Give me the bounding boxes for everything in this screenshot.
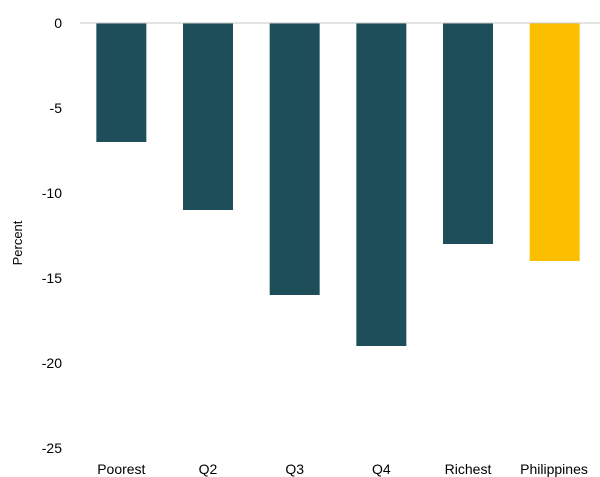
x-tick-label: Q3 — [285, 461, 304, 477]
bar-philippines — [529, 23, 580, 261]
x-tick-label: Philippines — [520, 461, 588, 477]
y-tick-label: -5 — [50, 100, 63, 116]
y-axis-title: Percent — [10, 220, 25, 265]
y-tick-label: -10 — [42, 185, 62, 201]
bar-richest — [443, 23, 493, 244]
x-tick-label: Richest — [445, 461, 492, 477]
y-axis-ticks: 0 -5 -10 -15 -20 -25 — [42, 15, 62, 456]
x-axis-ticks: Poorest Q2 Q3 Q4 Richest Philippines — [97, 461, 588, 477]
y-tick-label: -15 — [42, 270, 62, 286]
bar-q2 — [183, 23, 233, 210]
bars — [96, 23, 580, 346]
bar-q3 — [269, 23, 320, 295]
x-tick-label: Poorest — [97, 461, 145, 477]
x-tick-label: Q2 — [199, 461, 218, 477]
x-tick-label: Q4 — [372, 461, 391, 477]
bar-poorest — [96, 23, 147, 142]
y-tick-label: -20 — [42, 355, 62, 371]
bar-q4 — [356, 23, 407, 346]
y-tick-label: 0 — [54, 15, 62, 31]
y-tick-label: -25 — [42, 440, 62, 456]
